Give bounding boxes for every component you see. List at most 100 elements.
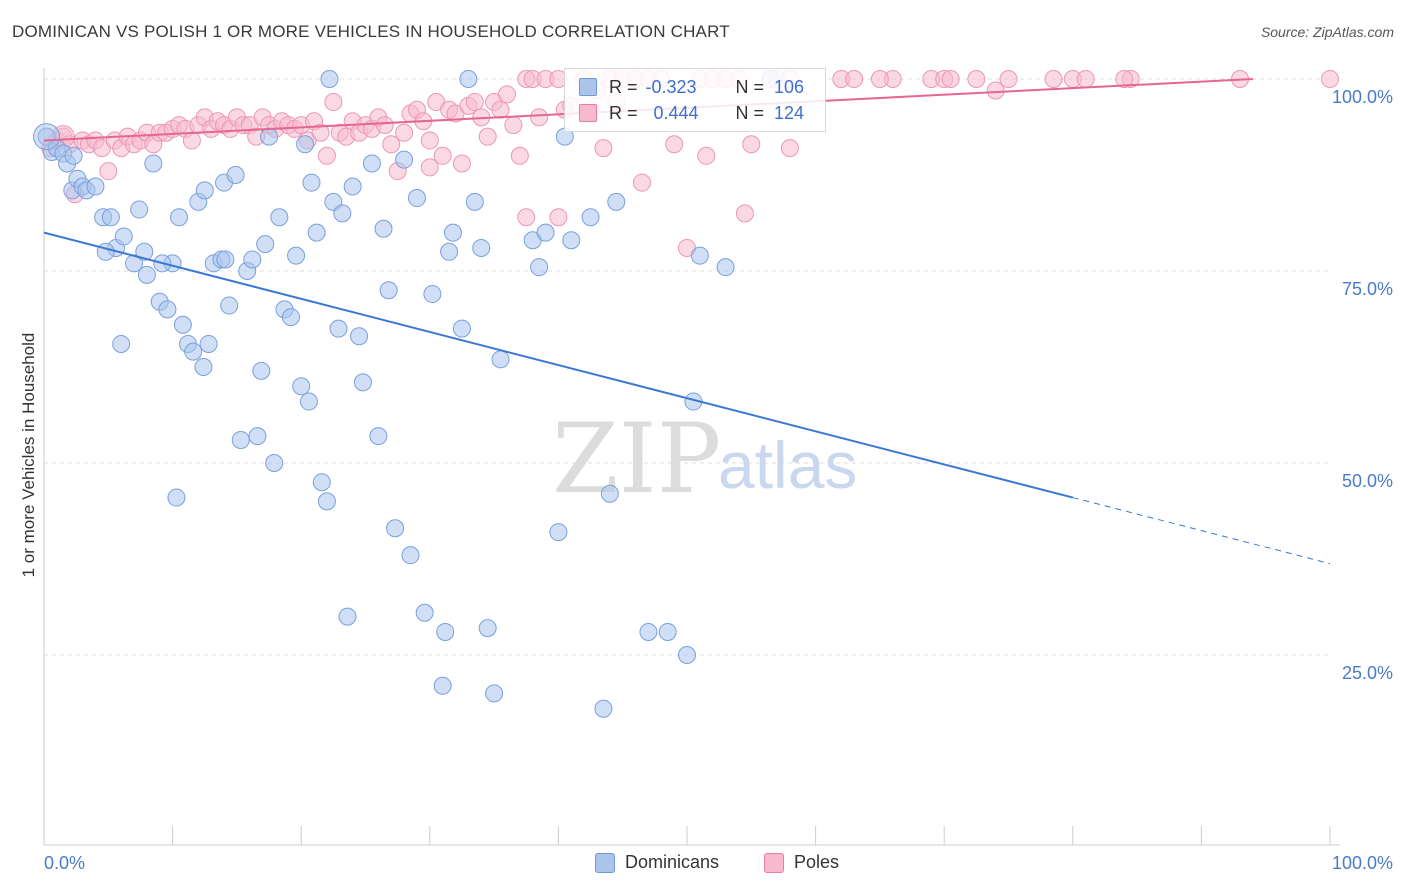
dominicans-points bbox=[33, 70, 780, 718]
dominicans-point bbox=[281, 308, 300, 327]
poles-point bbox=[420, 131, 439, 150]
dominicans-point bbox=[312, 473, 331, 492]
dominicans-point bbox=[658, 622, 677, 641]
poles-point bbox=[986, 81, 1005, 100]
poles-point bbox=[780, 139, 799, 158]
legend-item-poles[interactable]: Poles bbox=[764, 852, 839, 873]
poles-point bbox=[594, 139, 613, 158]
dominicans-point bbox=[195, 181, 214, 200]
legend-item-dominicans[interactable]: Dominicans bbox=[595, 852, 719, 873]
dominicans-point bbox=[216, 250, 235, 269]
dominicans-point bbox=[343, 177, 362, 196]
dominicans-point bbox=[433, 676, 452, 695]
poles-point bbox=[1044, 70, 1063, 88]
poles-point bbox=[1321, 70, 1339, 88]
dominicans-point bbox=[320, 70, 339, 88]
dominicans-point bbox=[401, 546, 420, 565]
poles-point bbox=[311, 123, 330, 142]
dominicans-point bbox=[472, 238, 491, 257]
dominicans-point bbox=[299, 392, 318, 411]
dominicans-point bbox=[307, 223, 326, 242]
dominicans-point bbox=[530, 258, 549, 277]
poles-point bbox=[870, 70, 889, 88]
dominicans-point bbox=[112, 334, 131, 353]
dominicans-point bbox=[407, 189, 426, 208]
dominicans-point bbox=[386, 519, 405, 538]
dominicans-point bbox=[459, 70, 478, 88]
poles-point bbox=[1076, 70, 1095, 88]
correlation-legend: R = -0.323 N = 106 R = 0.444 N = 124 bbox=[564, 68, 826, 132]
dominicans-point bbox=[329, 319, 348, 338]
poles-point bbox=[497, 85, 516, 104]
poles-point bbox=[433, 146, 452, 165]
y-tick-label: 100.0% bbox=[1332, 87, 1393, 107]
dominicans-point bbox=[184, 342, 203, 361]
dominicans-point bbox=[350, 327, 369, 346]
dominicans-point bbox=[333, 204, 352, 223]
dominicans-point bbox=[440, 242, 459, 261]
dominicans-point bbox=[491, 350, 510, 369]
poles-point bbox=[382, 135, 401, 154]
y-tick-label: 25.0% bbox=[1342, 663, 1393, 683]
poles-point bbox=[735, 204, 754, 223]
legend-r-label: R = bbox=[609, 76, 638, 97]
legend-row-poles: R = 0.444 N = 124 bbox=[579, 101, 804, 125]
dominicans-point bbox=[231, 430, 250, 449]
dominicans-point bbox=[265, 454, 284, 472]
dominicans-trendline-extension bbox=[1072, 497, 1331, 565]
dominicans-point bbox=[443, 223, 462, 242]
dominicans-point bbox=[478, 619, 497, 638]
dominicans-point bbox=[317, 492, 336, 511]
watermark: ZIP atlas bbox=[552, 403, 857, 515]
legend-swatch-dominicans bbox=[595, 852, 615, 873]
dominicans-point bbox=[415, 603, 434, 622]
dominicans-point bbox=[252, 361, 271, 380]
legend-label-dominicans: Dominicans bbox=[625, 852, 720, 872]
y-tick-labels: 25.0% 50.0% 75.0% 100.0% bbox=[1332, 87, 1393, 683]
poles-point bbox=[697, 146, 716, 165]
poles-point bbox=[941, 70, 960, 88]
dominicans-point bbox=[199, 334, 218, 353]
dominicans-point bbox=[600, 484, 619, 503]
poles-point bbox=[999, 70, 1018, 88]
y-tick-label: 50.0% bbox=[1342, 471, 1393, 491]
poles-point bbox=[317, 146, 336, 165]
legend-r-value: -0.323 bbox=[645, 76, 697, 97]
dominicans-point bbox=[130, 200, 149, 219]
dominicans-point bbox=[452, 319, 471, 338]
legend-n-label: N = bbox=[735, 76, 765, 97]
dominicans-point bbox=[256, 235, 275, 254]
axes bbox=[43, 68, 1340, 846]
legend-r-value: 0.444 bbox=[653, 102, 699, 123]
poles-point bbox=[530, 108, 549, 127]
poles-point bbox=[517, 208, 536, 227]
dominicans-point bbox=[137, 265, 156, 284]
x-tick-label: 0.0% bbox=[44, 853, 85, 873]
x-tick-labels: 0.0% 100.0% bbox=[44, 853, 1393, 873]
poles-point bbox=[510, 146, 529, 165]
poles-point bbox=[967, 70, 986, 88]
dominicans-point bbox=[173, 315, 192, 334]
dominicans-point bbox=[220, 296, 239, 315]
grid-lines bbox=[44, 78, 1330, 656]
dominicans-point bbox=[248, 427, 267, 446]
poles-point bbox=[504, 116, 523, 135]
dominicans-point bbox=[243, 250, 262, 269]
dominicans-point bbox=[369, 427, 388, 446]
poles-point bbox=[491, 100, 510, 119]
legend-n-value: 124 bbox=[774, 102, 805, 123]
watermark-zip: ZIP bbox=[552, 403, 721, 515]
dominicans-point bbox=[86, 177, 105, 196]
dominicans-point bbox=[423, 285, 442, 304]
legend-row-dominicans: R = -0.323 N = 106 bbox=[579, 75, 804, 99]
dominicans-point bbox=[226, 166, 245, 184]
dominicans-point bbox=[135, 242, 154, 261]
poles-point bbox=[99, 162, 118, 181]
legend-label-poles: Poles bbox=[794, 852, 840, 872]
dominicans-point bbox=[639, 622, 658, 641]
dominicans-point bbox=[144, 154, 163, 173]
dominicans-point bbox=[338, 607, 357, 626]
poles-point bbox=[324, 93, 343, 112]
y-axis-label: 1 or more Vehicles in Household bbox=[19, 333, 38, 578]
